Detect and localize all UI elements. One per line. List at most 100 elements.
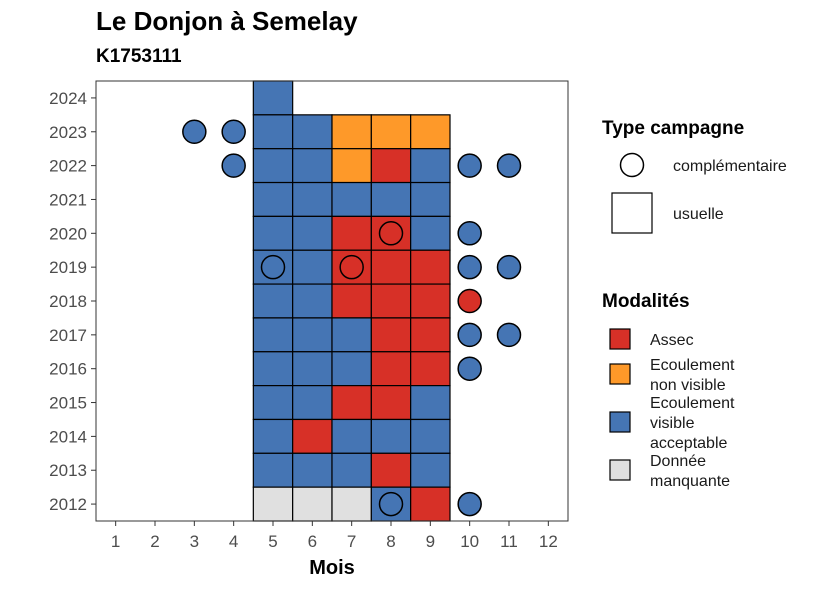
legend-modalite-label: Ecoulement non visible [650,357,735,394]
y-tick-label: 2019 [49,258,87,277]
legend-type-label: usuelle [673,206,724,223]
tile-2021-8 [370,181,412,217]
x-tick-label: 5 [268,532,277,551]
x-tick-label: 4 [229,532,238,551]
tile-2015-9 [410,385,451,421]
tile-2022-5 [252,148,294,184]
x-tick-label: 12 [539,532,558,551]
tile-2013-6 [292,452,333,488]
tile-2017-7 [331,317,372,353]
tile-2021-7 [331,181,372,217]
tile-2019-9 [410,249,451,285]
tile-2022-9 [410,148,451,184]
legend-square-key [611,192,653,234]
y-tick-label: 2023 [49,123,87,142]
tile-2017-9 [410,317,451,353]
tile-2014-7 [331,418,372,454]
y-tick-label: 2013 [49,461,87,480]
x-tick-label: 3 [190,532,199,551]
y-tick-label: 2021 [49,190,87,209]
tile-2016-8 [370,351,412,387]
point-2017-10 [457,322,482,348]
tile-2014-8 [370,418,412,454]
tile-2016-6 [292,351,333,387]
point-2019-7 [339,254,364,280]
legend-color-key [609,411,631,433]
chart-subtitle: K1753111 [96,46,182,67]
tile-2016-9 [410,351,451,387]
point-2019-11 [496,254,522,280]
legend-modalite-label: Assec [650,332,694,349]
tile-2020-5 [252,215,294,251]
tile-2017-8 [370,317,412,353]
tile-2013-8 [370,452,412,488]
chart-title: Le Donjon à Semelay [96,6,358,36]
x-tick-label: 8 [386,532,395,551]
tile-2023-7 [331,114,372,150]
y-tick-label: 2017 [49,326,87,345]
tile-2015-8 [370,385,412,421]
tile-2017-6 [292,317,333,353]
tile-2014-5 [252,418,294,454]
tile-2017-5 [252,317,294,353]
x-tick-label: 9 [426,532,435,551]
point-2018-10 [457,288,482,314]
tile-2012-7 [331,486,372,522]
x-tick-label: 10 [460,532,479,551]
tile-2012-9 [410,486,451,522]
legend-modalite-label: Ecoulement visible acceptable [650,395,735,452]
y-tick-label: 2020 [49,224,87,243]
tile-2023-9 [410,114,451,150]
legend-color-key [609,363,631,385]
tile-2014-9 [410,418,451,454]
tile-2022-8 [370,148,412,184]
tile-2018-7 [331,283,372,319]
point-2023-4 [221,119,246,145]
tile-2013-5 [252,452,294,488]
point-2019-10 [457,254,482,280]
legend-modalites-title: Modalités [602,291,690,312]
tile-2023-6 [292,114,333,150]
tile-2018-5 [252,283,294,319]
tile-2021-9 [410,181,451,217]
y-tick-label: 2014 [49,427,87,446]
x-axis-title: Mois [309,557,355,579]
tile-2021-6 [292,181,333,217]
tile-2020-9 [410,215,451,251]
y-tick-label: 2016 [49,360,87,379]
tile-2019-6 [292,249,333,285]
legend-type-title: Type campagne [602,118,744,139]
tile-2016-7 [331,351,372,387]
point-2020-10 [457,221,482,246]
tile-2018-6 [292,283,333,319]
tile-2021-5 [252,181,294,217]
legend-circle-key [619,152,645,178]
tile-2012-6 [292,486,333,522]
y-tick-label: 2018 [49,292,87,311]
point-2016-10 [457,356,482,381]
tile-2018-8 [370,283,412,319]
point-2023-3 [182,119,207,145]
legend-color-key [609,328,631,350]
point-2022-4 [221,153,246,178]
legend-modalite-label: Donnée manquante [650,453,730,490]
x-tick-label: 2 [150,532,159,551]
tile-2020-7 [331,215,372,251]
y-tick-label: 2022 [49,157,87,176]
tile-2016-5 [252,351,294,387]
tile-2022-7 [331,148,372,184]
tile-2019-8 [370,249,412,285]
x-tick-label: 7 [347,532,356,551]
tile-2012-5 [252,486,294,522]
y-tick-label: 2024 [49,89,87,108]
tile-2013-7 [331,452,372,488]
point-2020-8 [378,221,404,246]
tile-2015-6 [292,385,333,421]
tile-2023-5 [252,114,294,150]
x-tick-label: 11 [500,532,518,551]
tile-2015-5 [252,385,294,421]
tile-2022-6 [292,148,333,184]
legend-type-label: complémentaire [673,158,787,175]
x-tick-label: 6 [308,532,317,551]
